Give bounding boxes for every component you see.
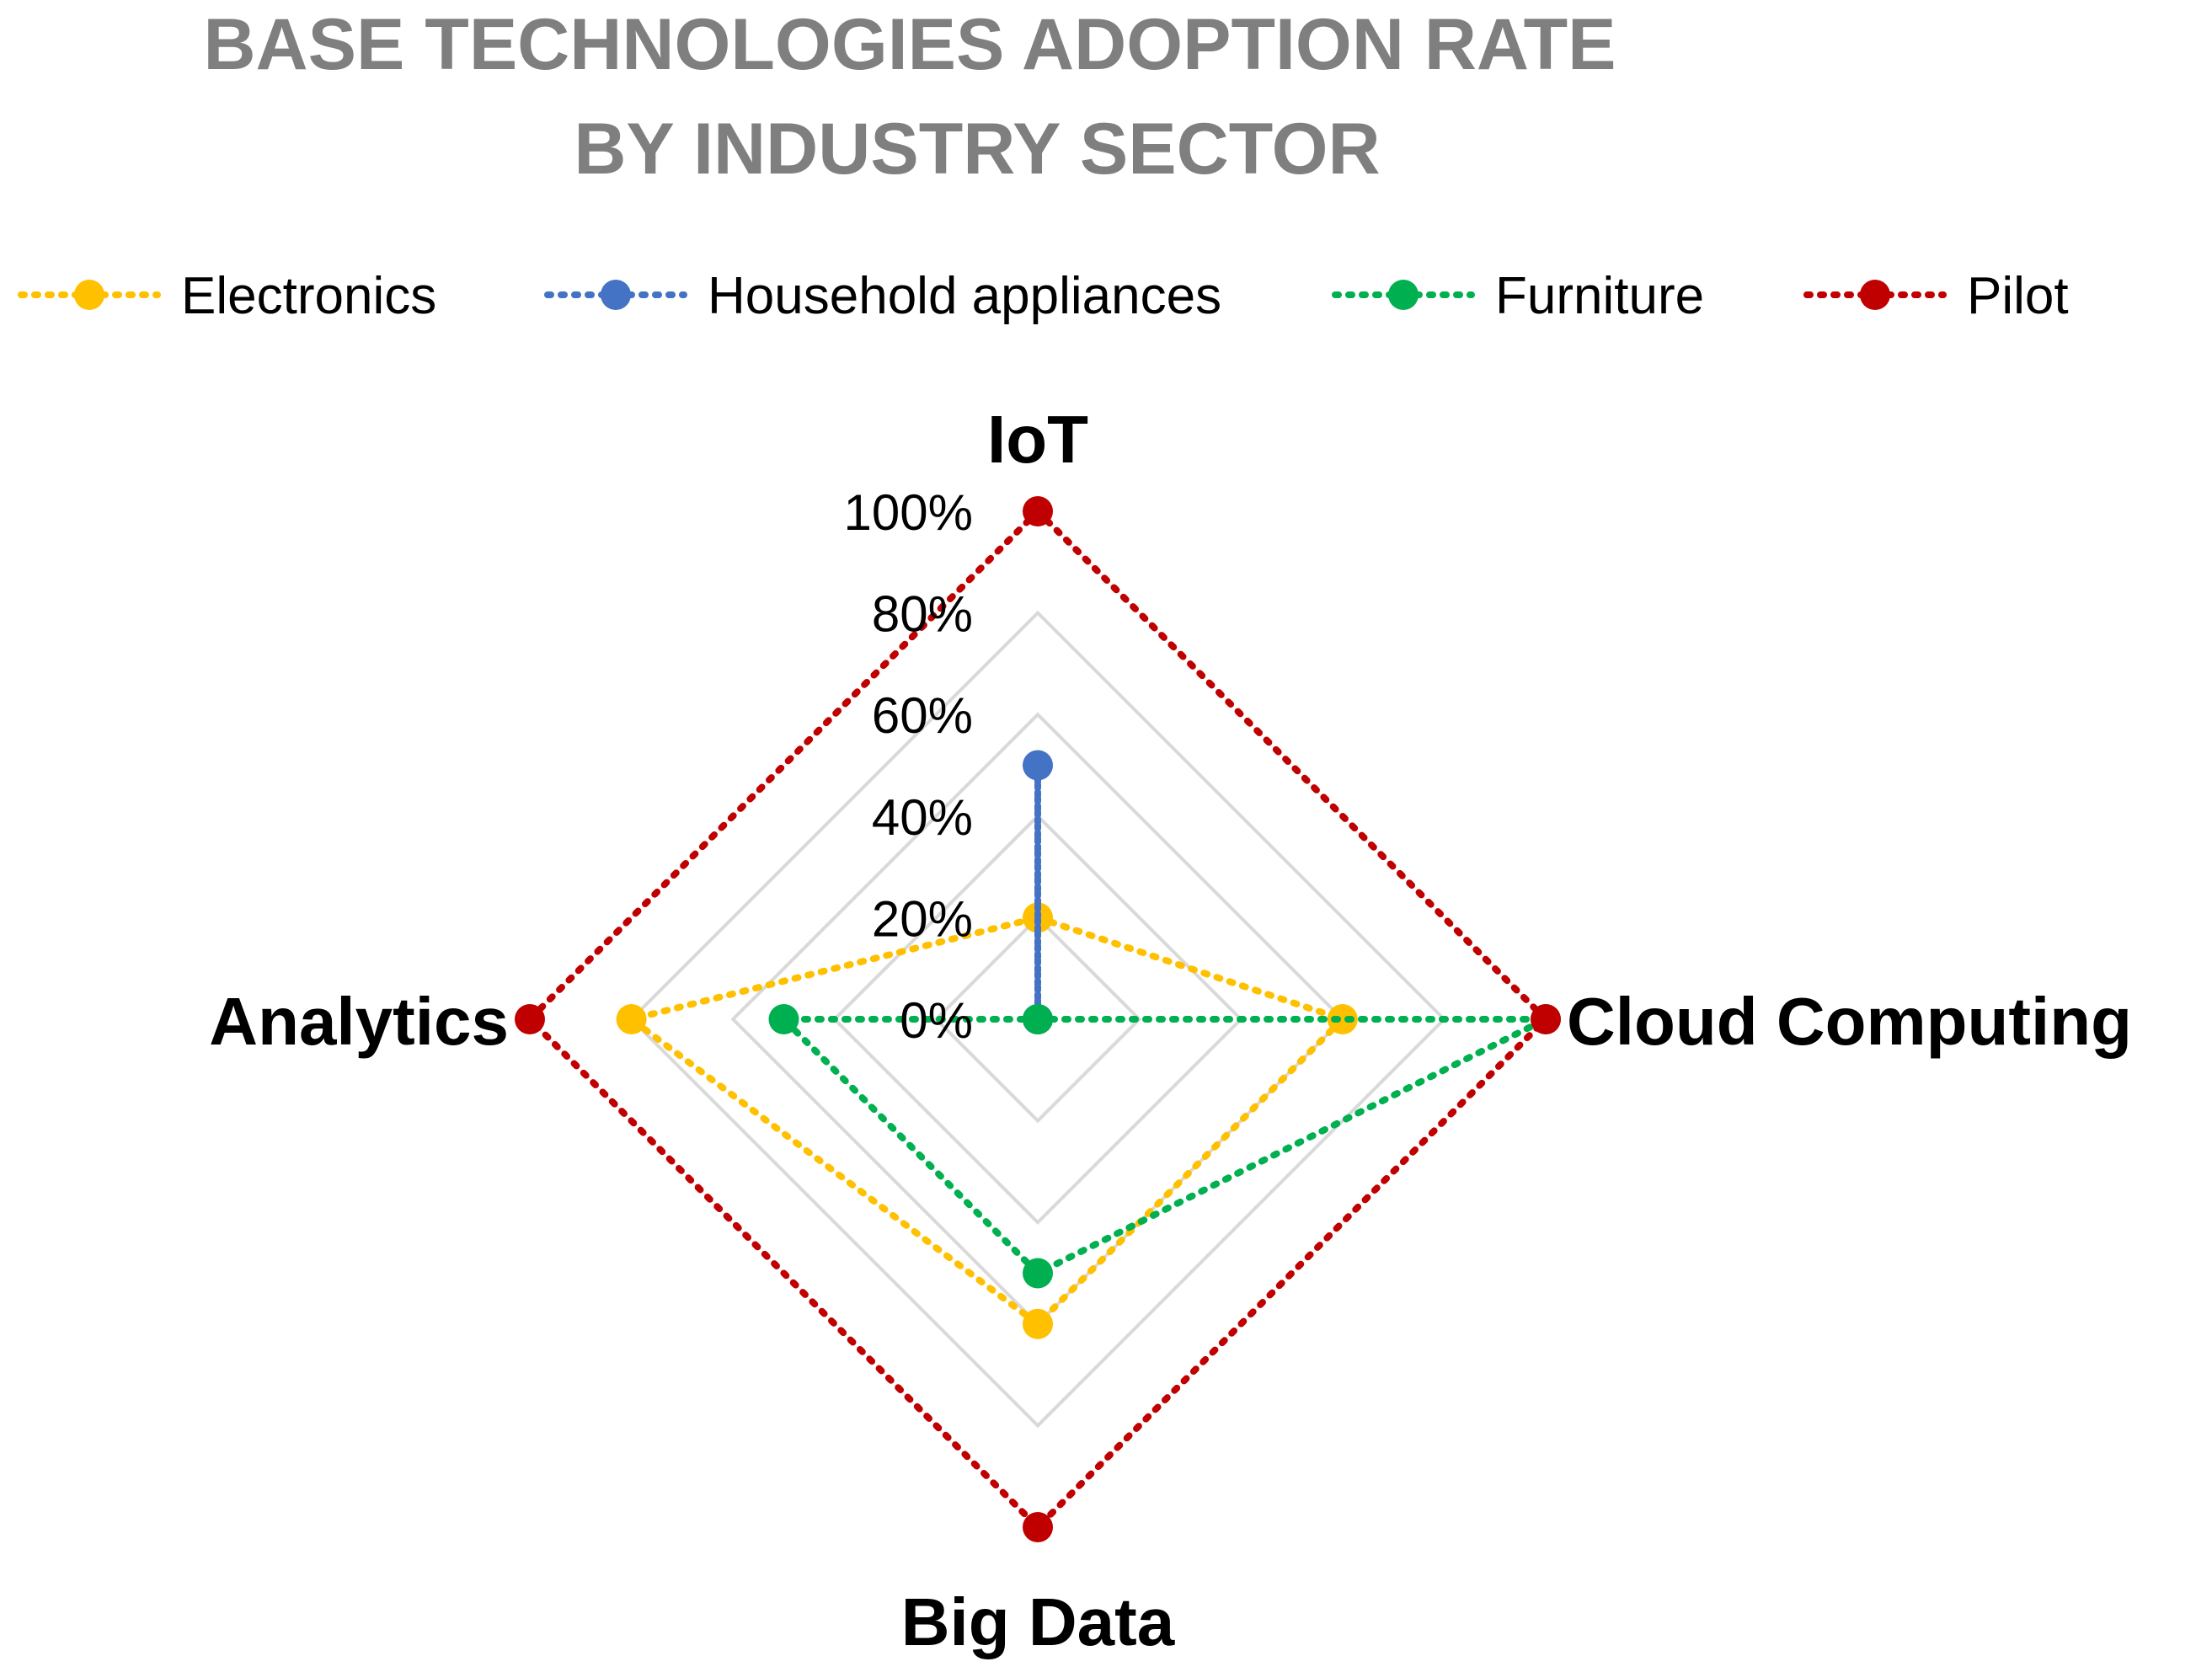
legend-label-household-appliances: Household appliances [708, 267, 1221, 325]
tick-label-100: 100% [844, 484, 973, 541]
series-line-furniture [780, 1016, 1549, 1277]
axis-label-big-data: Big Data [901, 1584, 1175, 1659]
data-point-electronics-cloud-computing [1327, 1004, 1358, 1034]
series-layer [515, 496, 1561, 1542]
tick-label-0: 0% [900, 992, 973, 1049]
axis-label-cloud-computing: Cloud Computing [1567, 984, 2132, 1059]
series-pilot [515, 496, 1561, 1542]
data-point-furniture-big-data [1023, 1258, 1053, 1289]
data-point-household-appliances-iot [1023, 750, 1053, 781]
legend-label-pilot: Pilot [1967, 267, 2069, 325]
legend-label-furniture: Furniture [1495, 267, 1704, 325]
legend-marker-furniture [1388, 280, 1419, 310]
grid-ring-80 [628, 610, 1447, 1429]
axis-label-iot: IoT [987, 402, 1088, 477]
data-point-furniture-analytics [768, 1004, 799, 1034]
chart-title-line-2: BY INDUSTRY SECTOR [574, 109, 1380, 190]
series-line-electronics [628, 914, 1346, 1328]
axis-label-analytics: Analytics [209, 984, 509, 1059]
data-point-pilot-big-data [1023, 1512, 1053, 1542]
data-point-furniture-iot [1023, 1004, 1053, 1034]
axis-labels: IoT Cloud Computing Big Data Analytics [209, 402, 2132, 1659]
data-point-electronics-big-data [1023, 1308, 1053, 1339]
series-electronics [616, 902, 1358, 1339]
tick-label-40: 40% [872, 789, 973, 846]
legend-item-electronics: Electronics [18, 267, 436, 325]
data-point-pilot-analytics [515, 1004, 545, 1034]
tick-label-60: 60% [872, 687, 973, 744]
radial-tick-labels: 0% 20% 40% 60% 80% 100% [844, 484, 973, 1049]
legend-item-pilot: Pilot [1803, 267, 2069, 325]
series-furniture [768, 1004, 1561, 1289]
legend-marker-electronics [74, 280, 104, 310]
data-point-pilot-cloud-computing [1531, 1004, 1561, 1034]
legend: Electronics Household appliances Furniture… [18, 267, 2069, 325]
tick-label-20: 20% [872, 890, 973, 947]
legend-marker-household-appliances [601, 280, 631, 310]
data-point-pilot-iot [1023, 496, 1053, 526]
legend-marker-pilot [1860, 280, 1890, 310]
chart-title-line-1: BASE TECHNOLOGIES ADOPTION RATE [203, 4, 1616, 85]
legend-item-furniture: Furniture [1332, 267, 1704, 325]
grid-ring-20 [933, 915, 1142, 1124]
tick-label-80: 80% [872, 586, 973, 643]
legend-label-electronics: Electronics [181, 267, 436, 325]
legend-item-household-appliances: Household appliances [544, 267, 1221, 325]
series-household-appliances [1023, 750, 1053, 1034]
data-point-electronics-analytics [616, 1004, 647, 1034]
chart-title: BASE TECHNOLOGIES ADOPTION RATE BY INDUS… [203, 4, 1616, 190]
